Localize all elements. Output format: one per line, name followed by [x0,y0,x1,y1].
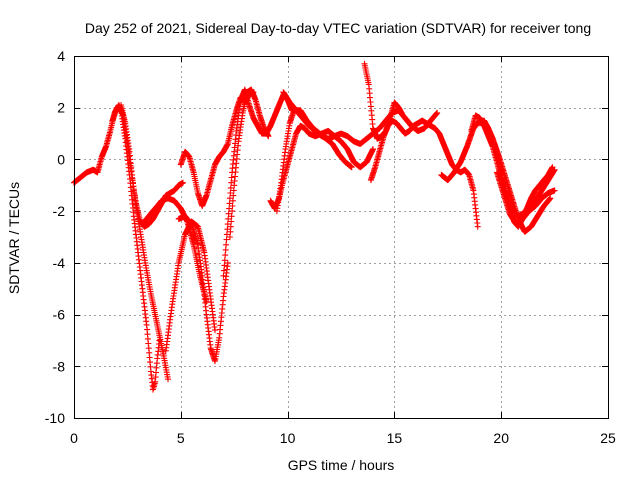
y-tick-labels: -10 -8 -6 -4 -2 0 2 4 [45,48,65,426]
x-axis-label: GPS time / hours [288,457,395,473]
y-tick-label: -8 [53,358,66,374]
y-tick-label: 0 [57,151,65,167]
x-tick-label: 20 [493,430,509,446]
series-arc-03 [118,102,171,383]
series-arc-06 [175,213,231,365]
series-arc-18 [493,169,558,228]
axis-ticks [74,56,609,419]
marks-arc-03 [118,102,171,383]
y-tick-label: -10 [45,410,65,426]
marks-arc-10 [267,122,376,212]
y-tick-label: -6 [53,307,66,323]
x-tick-label: 0 [70,430,78,446]
y-tick-label: -2 [53,203,66,219]
x-tick-label: 5 [177,430,185,446]
plot-frame [74,56,609,419]
x-tick-label: 25 [600,430,616,446]
marks-arc-18 [493,169,558,228]
data-points [71,60,558,393]
y-tick-label: -4 [53,255,66,271]
x-tick-label: 15 [387,430,403,446]
y-tick-label: 4 [57,48,65,64]
x-tick-label: 10 [280,430,296,446]
y-axis-label: SDTVAR / TECUs [6,182,22,294]
series-arc-09 [226,86,272,240]
series-arc-10 [267,122,376,212]
marks-arc-09 [226,86,272,240]
y-tick-label: 2 [57,100,65,116]
chart-title: Day 252 of 2021, Sidereal Day-to-day VTE… [85,20,591,36]
marks-arc-06 [175,213,231,365]
x-tick-labels: 0 5 10 15 20 25 [70,430,616,446]
